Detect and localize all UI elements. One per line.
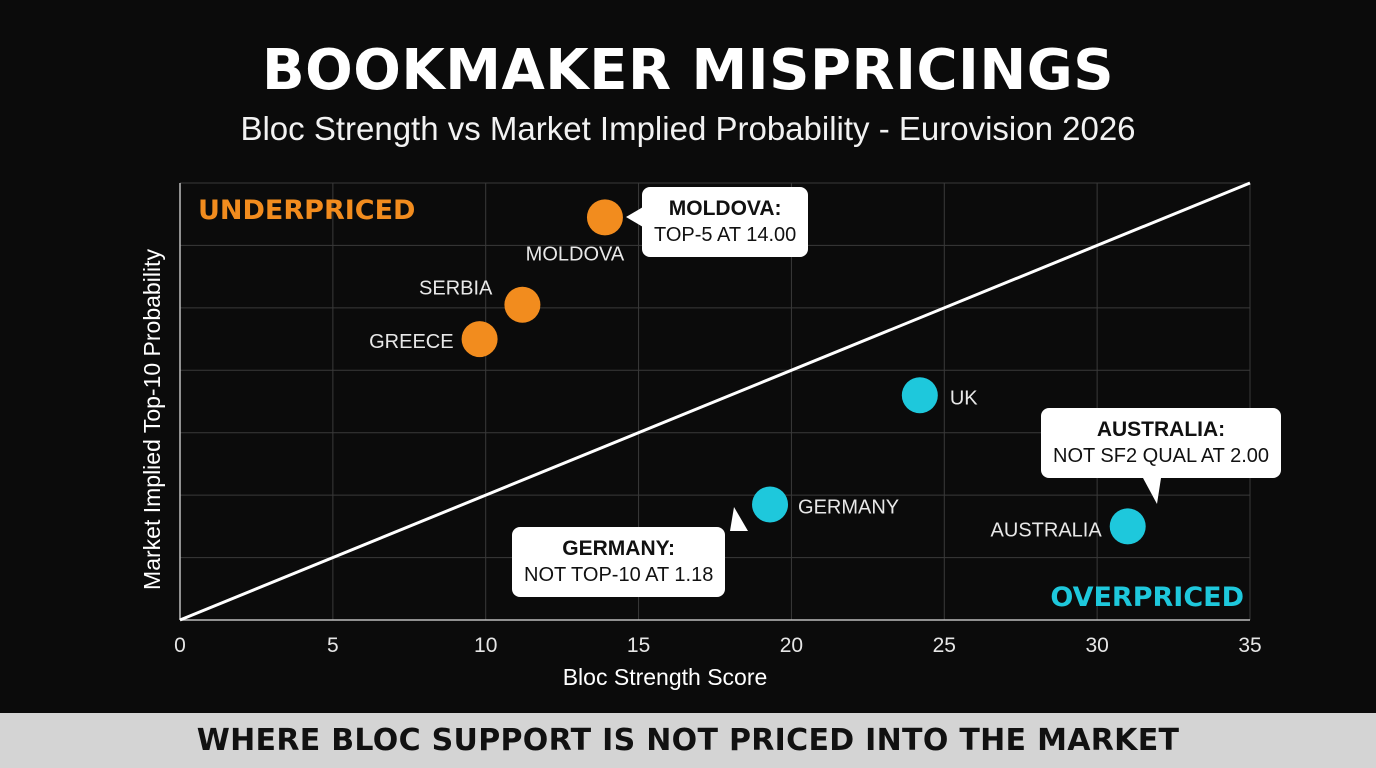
- uk-point: [901, 377, 938, 414]
- australia-point: [1109, 508, 1146, 545]
- callout-text: TOP-5 AT 14.00: [654, 224, 797, 246]
- footer-banner: WHERE BLOC SUPPORT IS NOT PRICED INTO TH…: [0, 713, 1376, 768]
- scatter-chart: 0 5 10 15 20 25 30 35 Bloc Strength Score Marke…: [139, 181, 1262, 690]
- serbia-point: [504, 286, 541, 323]
- callout-head: AUSTRALIA:: [1096, 418, 1226, 441]
- callout-pointer: [626, 207, 643, 227]
- x-tick-label: 20: [780, 634, 803, 657]
- moldova-callout: MOLDOVA: TOP-5 AT 14.00: [626, 187, 809, 257]
- overpriced-zone-label: OVERPRICED: [1050, 582, 1244, 613]
- chart-subtitle: Bloc Strength vs Market Implied Probabil…: [240, 110, 1136, 147]
- x-tick-label: 30: [1085, 634, 1108, 657]
- x-axis-label: Bloc Strength Score: [563, 664, 768, 690]
- germany-point: [752, 486, 789, 523]
- uk-point-label: UK: [950, 387, 978, 409]
- serbia-point-label: SERBIA: [419, 278, 493, 300]
- callout-text: NOT SF2 QUAL AT 2.00: [1053, 445, 1270, 467]
- y-axis-label: Market Implied Top-10 Probability: [139, 249, 165, 590]
- chart-title: BOOKMAKER MISPRICINGS: [261, 38, 1115, 103]
- x-tick-label: 0: [174, 634, 186, 657]
- callout-pointer: [730, 507, 748, 531]
- greece-point-label: GREECE: [369, 331, 453, 353]
- callout-head: MOLDOVA:: [668, 197, 782, 220]
- callout-pointer: [1143, 478, 1161, 504]
- data-points: MOLDOVA SERBIA GREECE UK GERMANY AUSTRALIA: [369, 199, 1146, 545]
- germany-point-label: GERMANY: [798, 497, 899, 519]
- x-tick-labels: 0 5 10 15 20 25 30 35: [174, 634, 1262, 657]
- underpriced-zone-label: UNDERPRICED: [198, 195, 415, 226]
- australia-point-label: AUSTRALIA: [991, 519, 1103, 541]
- germany-callout: GERMANY: NOT TOP-10 AT 1.18: [512, 507, 748, 597]
- x-tick-label: 15: [627, 634, 650, 657]
- moldova-point: [586, 199, 623, 236]
- x-tick-label: 10: [474, 634, 497, 657]
- parity-diagonal-line: [179, 181, 1251, 622]
- callout-head: GERMANY:: [562, 537, 676, 560]
- greece-point: [461, 321, 498, 358]
- moldova-point-label: MOLDOVA: [526, 243, 625, 265]
- x-tick-label: 35: [1238, 634, 1261, 657]
- x-tick-label: 25: [933, 634, 956, 657]
- x-tick-label: 5: [327, 634, 339, 657]
- callout-text: NOT TOP-10 AT 1.18: [524, 564, 714, 586]
- australia-callout: AUSTRALIA: NOT SF2 QUAL AT 2.00: [1041, 408, 1282, 504]
